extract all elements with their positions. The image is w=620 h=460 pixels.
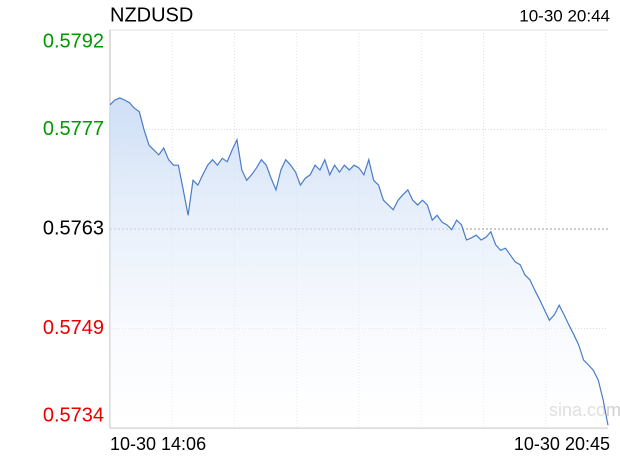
timestamp: 10-30 20:44: [519, 6, 610, 25]
area-fill: [110, 97, 608, 429]
y-tick-label: 0.5792: [43, 30, 104, 52]
y-tick-label: 0.5734: [43, 404, 104, 426]
price-line: [109, 97, 609, 426]
y-tick-label: 0.5777: [43, 118, 104, 140]
chart-title: NZDUSD: [110, 4, 193, 26]
y-tick-label: 0.5749: [43, 317, 104, 339]
x-tick-label: 10-30 20:45: [514, 434, 610, 454]
x-tick-label: 10-30 14:06: [110, 434, 206, 454]
y-tick-label: 0.5763: [43, 217, 104, 239]
